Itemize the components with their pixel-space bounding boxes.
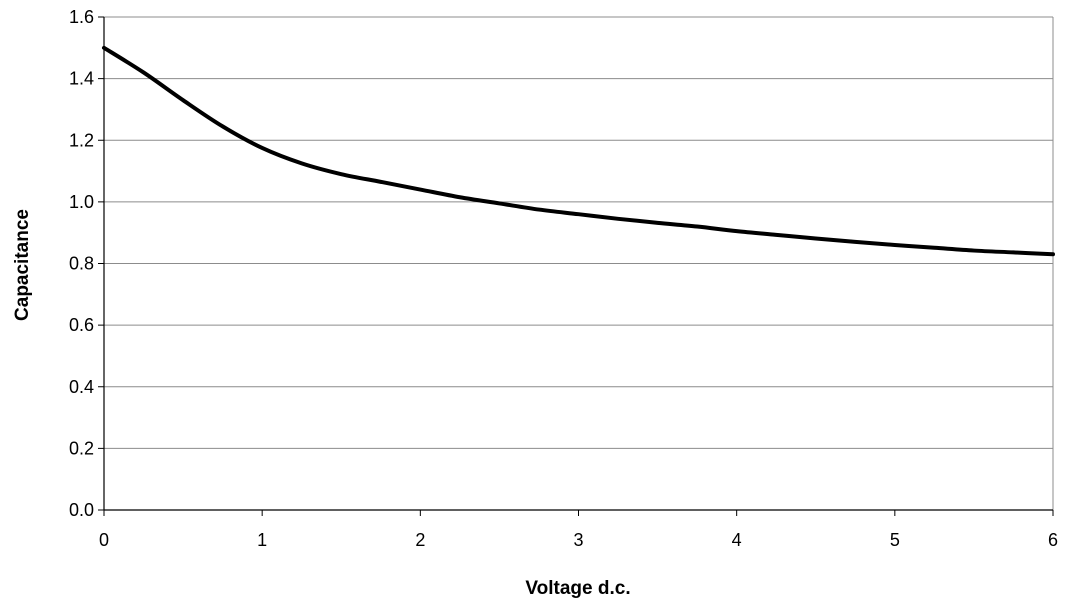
y-tick-label: 1.4: [69, 69, 94, 89]
x-tick-label: 3: [573, 530, 583, 550]
y-tick-label: 1.0: [69, 192, 94, 212]
y-tick-label: 0.6: [69, 315, 94, 335]
series-line-0: [102, 45, 1055, 257]
axes: [98, 16, 1054, 516]
x-tick-label: 4: [732, 530, 742, 550]
y-tick-label: 0.8: [69, 254, 94, 274]
x-tick-label: 1: [257, 530, 267, 550]
tick-labels: 0.0 0.2 0.4 0.6 0.8 1.0 1.2 1.4 1.6 0 1 2 3 4 5 6: [69, 7, 1058, 550]
series-layer: [102, 45, 1055, 257]
y-axis-title: Capacitance: [12, 209, 33, 321]
x-tick-label: 2: [415, 530, 425, 550]
y-tick-label: 0.0: [69, 500, 94, 520]
x-axis-title: Voltage d.c.: [525, 578, 630, 599]
x-tick-label: 6: [1048, 530, 1058, 550]
gridlines: [104, 16, 1053, 449]
y-tick-label: 1.2: [69, 130, 94, 150]
x-tick-label: 5: [890, 530, 900, 550]
y-tick-label: 1.6: [69, 7, 94, 27]
x-tick-label: 0: [99, 530, 109, 550]
y-tick-label: 0.2: [69, 438, 94, 458]
y-tick-label: 0.4: [69, 377, 94, 397]
